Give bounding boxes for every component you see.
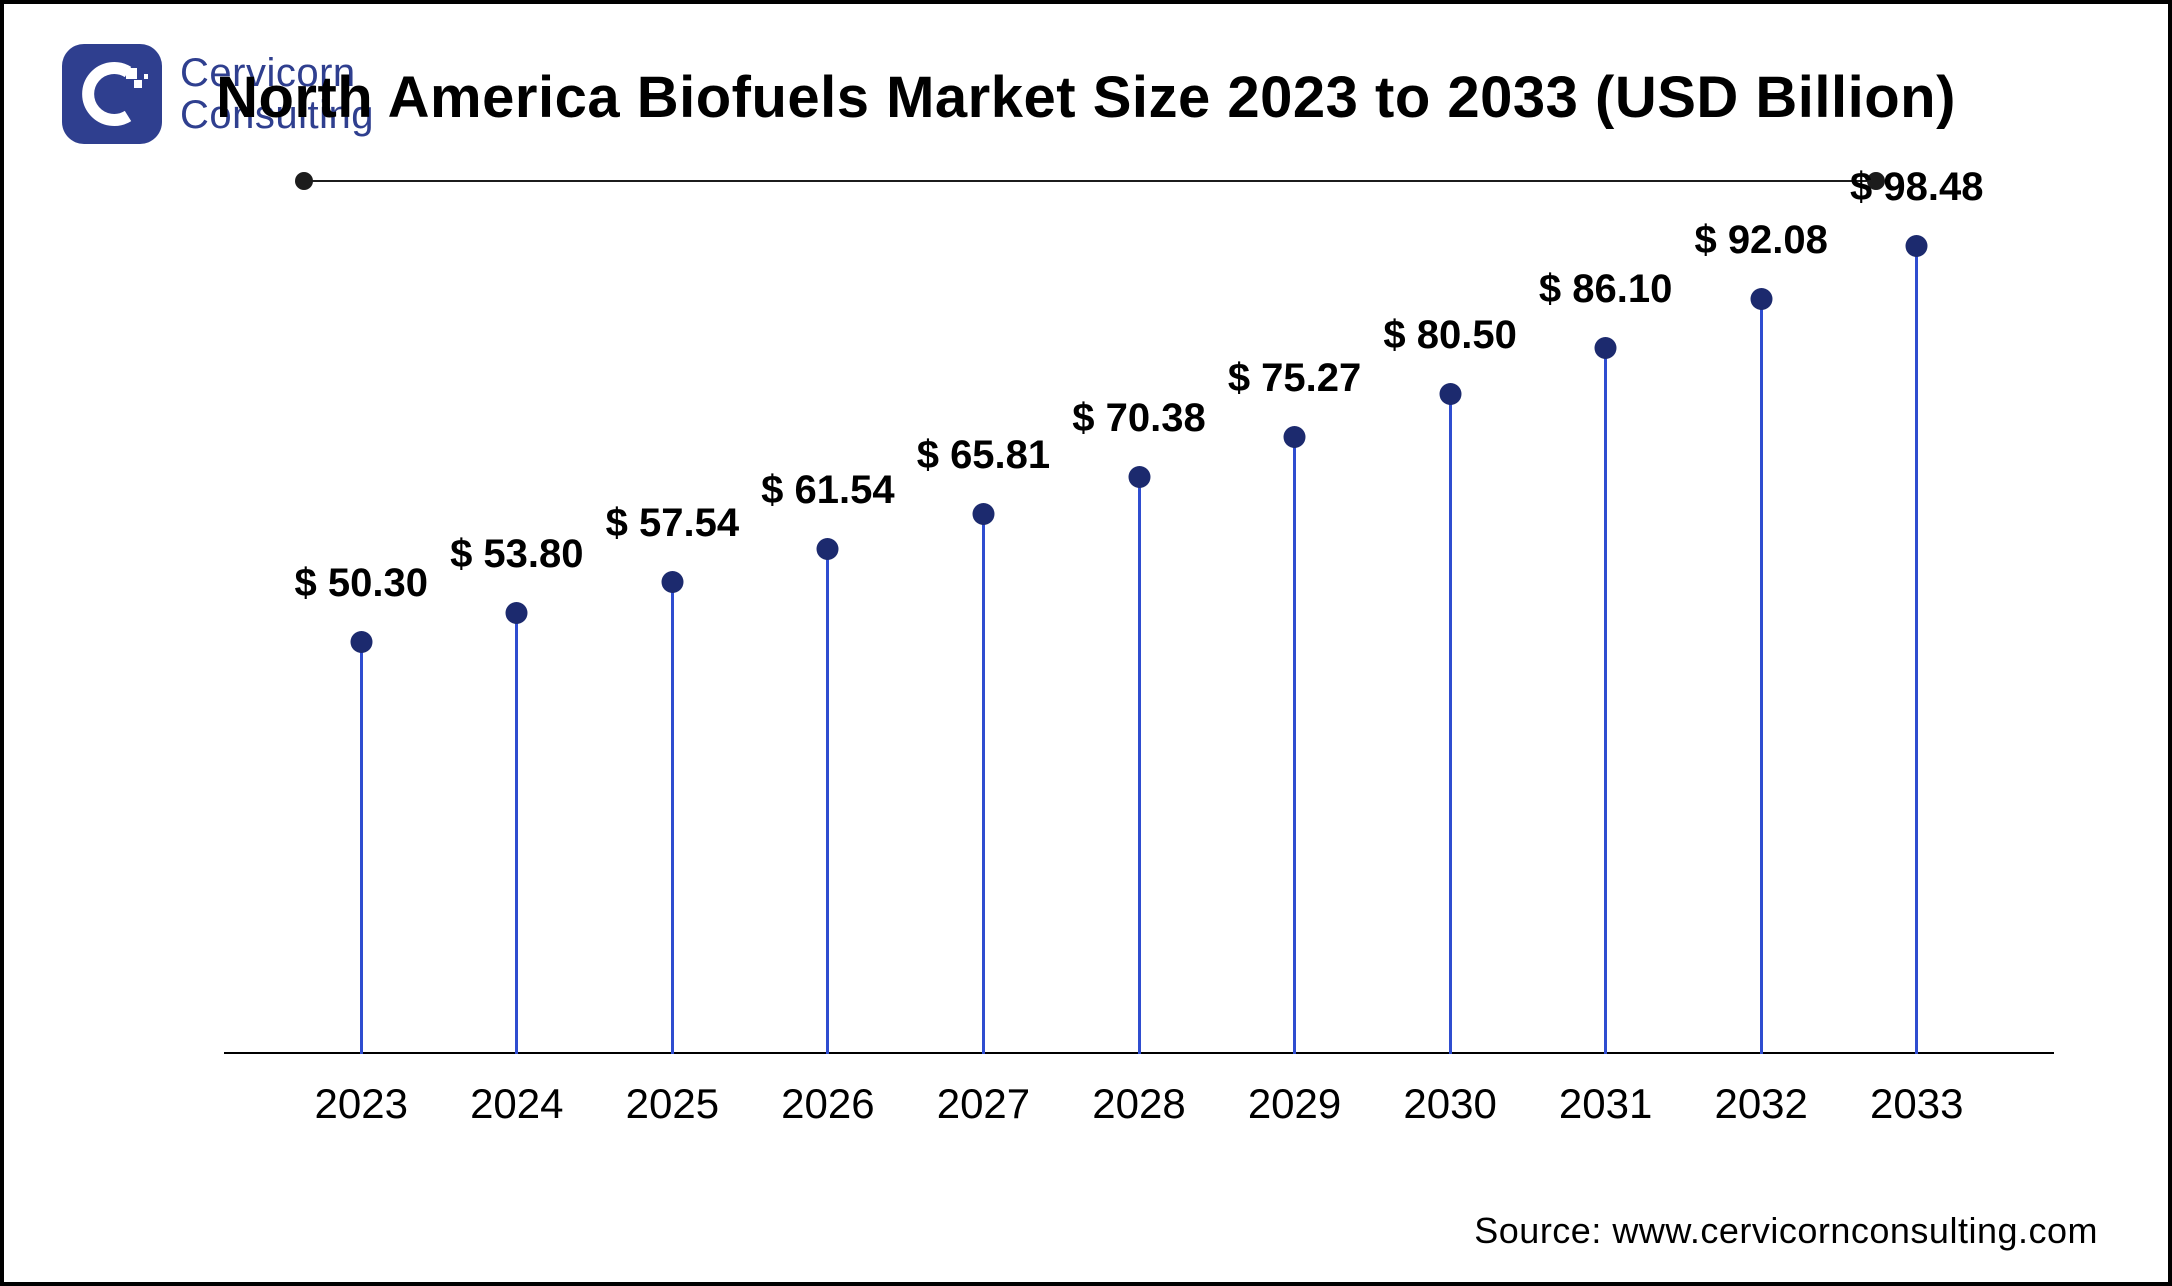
x-axis-label: 2032 xyxy=(1714,1080,1807,1128)
data-value-label: $ 70.38 xyxy=(1072,396,1205,441)
data-point: $ 70.38 xyxy=(1138,477,1141,1054)
x-axis-label: 2031 xyxy=(1559,1080,1652,1128)
data-dot xyxy=(1128,466,1150,488)
data-stem xyxy=(360,642,363,1054)
data-dot xyxy=(1284,426,1306,448)
data-dot xyxy=(1750,288,1772,310)
data-point: $ 75.27 xyxy=(1293,437,1296,1054)
x-axis-label: 2023 xyxy=(315,1080,408,1128)
data-point: $ 98.48 xyxy=(1915,246,1918,1054)
x-axis-label: 2030 xyxy=(1403,1080,1496,1128)
x-axis-label: 2026 xyxy=(781,1080,874,1128)
data-value-label: $ 57.54 xyxy=(606,501,739,546)
data-dot xyxy=(972,503,994,525)
data-dot xyxy=(1595,337,1617,359)
data-stem xyxy=(515,613,518,1054)
data-value-label: $ 53.80 xyxy=(450,532,583,577)
data-point: $ 57.54 xyxy=(671,582,674,1054)
data-value-label: $ 98.48 xyxy=(1850,165,1983,210)
data-dot xyxy=(506,602,528,624)
data-stem xyxy=(1915,246,1918,1054)
data-value-label: $ 92.08 xyxy=(1694,218,1827,263)
data-stem xyxy=(671,582,674,1054)
data-stem xyxy=(1293,437,1296,1054)
data-value-label: $ 61.54 xyxy=(761,468,894,513)
chart-frame: Cervicorn Consulting North America Biofu… xyxy=(0,0,2172,1286)
title-underline xyxy=(304,180,1876,182)
x-axis-label: 2027 xyxy=(937,1080,1030,1128)
data-stem xyxy=(1138,477,1141,1054)
source-attribution: Source: www.cervicornconsulting.com xyxy=(1474,1210,2098,1252)
x-axis-label: 2029 xyxy=(1248,1080,1341,1128)
x-axis-label: 2024 xyxy=(470,1080,563,1128)
title-underline-dot-left xyxy=(295,172,313,190)
data-dot xyxy=(1906,235,1928,257)
data-point: $ 92.08 xyxy=(1760,299,1763,1054)
data-point: $ 65.81 xyxy=(982,514,985,1054)
data-stem xyxy=(1760,299,1763,1054)
data-value-label: $ 86.10 xyxy=(1539,267,1672,312)
data-stem xyxy=(982,514,985,1054)
data-point: $ 53.80 xyxy=(515,613,518,1054)
data-dot xyxy=(661,571,683,593)
data-stem xyxy=(826,549,829,1054)
data-point: $ 61.54 xyxy=(826,549,829,1054)
data-value-label: $ 65.81 xyxy=(917,433,1050,478)
data-stem xyxy=(1604,348,1607,1054)
data-point: $ 80.50 xyxy=(1449,394,1452,1054)
data-point: $ 50.30 xyxy=(360,642,363,1054)
data-stem xyxy=(1449,394,1452,1054)
x-axis-label: 2025 xyxy=(626,1080,719,1128)
chart-title: North America Biofuels Market Size 2023 … xyxy=(4,64,2168,131)
data-dot xyxy=(350,631,372,653)
data-value-label: $ 75.27 xyxy=(1228,356,1361,401)
data-dot xyxy=(1439,383,1461,405)
data-value-label: $ 50.30 xyxy=(295,561,428,606)
x-axis-label: 2033 xyxy=(1870,1080,1963,1128)
data-value-label: $ 80.50 xyxy=(1383,313,1516,358)
x-axis-label: 2028 xyxy=(1092,1080,1185,1128)
data-dot xyxy=(817,538,839,560)
lollipop-chart: $ 50.302023$ 53.802024$ 57.542025$ 61.54… xyxy=(224,234,2054,1054)
data-point: $ 86.10 xyxy=(1604,348,1607,1054)
